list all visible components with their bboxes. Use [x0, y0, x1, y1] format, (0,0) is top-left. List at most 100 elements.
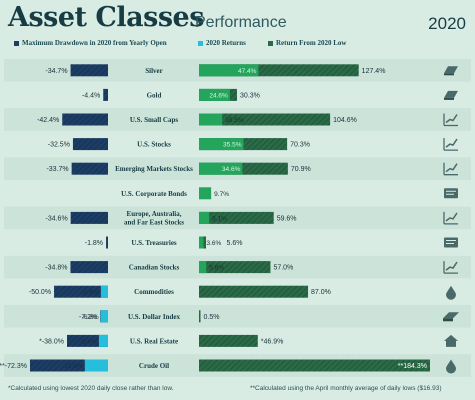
return-2020-bar-u-s-dollar-index	[100, 310, 108, 323]
footnote-right: **Calculated using the April monthly ave…	[250, 385, 442, 392]
legend: Maximum Drawdown in 2020 from Yearly Ope…	[14, 39, 464, 51]
from-low-label-silver: 127.4%	[362, 68, 386, 75]
return-2020-label-crude-oil: -21.5%	[62, 363, 83, 370]
from-low-label-u-s-dollar-index: 0.5%	[204, 314, 220, 321]
drawdown-hatch-silver	[70, 64, 108, 77]
return-2020-bar-u-s-treasuries	[199, 236, 204, 249]
from-low-hatch-commodities	[199, 285, 309, 298]
category-label-emerging-markets-stocks: Emerging Markets Stocks	[115, 165, 193, 173]
drawdown-hatch-u-s-treasuries	[106, 236, 108, 249]
from-low-label-u-s-small-caps: 104.6%	[333, 117, 357, 124]
category-label-u-s-small-caps: U.S. Small Caps	[130, 116, 179, 124]
legend-swatch-2020-returns	[198, 40, 203, 46]
return-2020-label-silver: 47.4%	[238, 68, 257, 75]
cash-stack-icon	[443, 312, 459, 322]
from-low-hatch-canadian-stocks	[199, 261, 271, 274]
return-2020-bar-europe-australia-and-far-east-stocks	[199, 211, 210, 224]
gold-bar-icon	[444, 90, 458, 100]
year-label: 2020	[428, 14, 466, 33]
category-label-europe-australia-and-far-east-stocks-line-2: and Far East Stocks	[124, 219, 184, 227]
line-chart-icon	[443, 138, 458, 151]
from-low-label-u-s-stocks: 70.3%	[290, 142, 310, 149]
legend-item-drawdown: Maximum Drawdown in 2020 from Yearly Ope…	[14, 39, 167, 47]
page-title: Asset Classes	[8, 2, 204, 33]
drawdown-label-canadian-stocks: -34.8%	[45, 265, 67, 272]
return-2020-bar-u-s-corporate-bonds	[199, 187, 212, 200]
row-band-u-s-dollar-index	[4, 305, 471, 328]
return-2020-bar-u-s-small-caps	[199, 113, 223, 126]
return-2020-label-europe-australia-and-far-east-stocks: 8.1%	[212, 215, 227, 222]
from-low-label-crude-oil: **184.3%	[398, 363, 427, 370]
footnote-left: *Calculated using lowest 2020 daily clos…	[8, 385, 174, 392]
drawdown-hatch-canadian-stocks	[70, 261, 108, 274]
category-label-silver: Silver	[145, 67, 163, 75]
from-low-hatch-europe-australia-and-far-east-stocks	[199, 211, 274, 224]
category-label-commodities: Commodities	[134, 288, 174, 296]
drawdown-hatch-u-s-small-caps	[62, 113, 108, 126]
bond-certificate-icon	[444, 237, 458, 248]
category-label-canadian-stocks: Canadian Stocks	[129, 264, 180, 272]
category-label-gold: Gold	[147, 91, 162, 99]
return-2020-label-u-s-corporate-bonds: 9.7%	[214, 191, 229, 198]
drawdown-hatch-u-s-real-estate	[67, 334, 108, 347]
drawdown-label-emerging-markets-stocks: -33.7%	[46, 166, 68, 173]
return-2020-bar-gold	[199, 88, 230, 101]
header: Asset Classes Performance 2020	[8, 2, 468, 36]
legend-label-drawdown: Maximum Drawdown in 2020 from Yearly Ope…	[22, 39, 167, 47]
page-subtitle: Performance	[195, 14, 287, 31]
return-2020-label-u-s-small-caps: 18.5%	[225, 117, 244, 124]
return-2020-bar-u-s-real-estate	[98, 334, 108, 347]
line-chart-icon	[443, 211, 458, 225]
line-chart-icon	[443, 261, 458, 274]
from-low-label-europe-australia-and-far-east-stocks: 59.6%	[277, 215, 297, 222]
return-2020-bar-emerging-markets-stocks	[199, 162, 243, 175]
return-2020-label-u-s-treasuries: 3.6%	[207, 240, 222, 247]
oil-drop-icon	[446, 285, 456, 300]
drawdown-label-u-s-treasuries: -1.8%	[85, 240, 103, 247]
category-label-u-s-dollar-index: U.S. Dollar Index	[128, 313, 180, 321]
drawdown-label-crude-oil: **-72.3%	[0, 363, 27, 370]
from-low-hatch-u-s-dollar-index	[199, 310, 201, 323]
return-2020-bar-silver	[199, 64, 259, 77]
house-icon	[444, 334, 458, 347]
line-chart-icon	[443, 113, 458, 127]
category-label-europe-australia-and-far-east-stocks-line-1: Europe, Australia,	[127, 210, 182, 218]
drawdown-hatch-emerging-markets-stocks	[71, 162, 108, 175]
line-chart-icon	[443, 162, 458, 176]
return-2020-label-u-s-dollar-index: -6.8%	[82, 314, 99, 321]
return-2020-label-canadian-stocks: 5.8%	[209, 265, 224, 272]
from-low-hatch-u-s-small-caps	[199, 113, 331, 126]
category-label-u-s-real-estate: U.S. Real Estate	[130, 337, 178, 345]
oil-drop-icon	[446, 359, 456, 374]
return-2020-label-commodities: -6.6%	[82, 289, 99, 296]
drawdown-hatch-commodities	[54, 285, 108, 298]
from-low-hatch-crude-oil	[199, 359, 430, 372]
bond-certificate-icon	[444, 188, 458, 199]
category-label-u-s-corporate-bonds: U.S. Corporate Bonds	[121, 190, 187, 198]
legend-item-2020-returns: 2020 Returns	[198, 39, 246, 47]
from-low-label-emerging-markets-stocks: 70.9%	[291, 166, 311, 173]
return-2020-label-u-s-real-estate: -8.4%	[80, 338, 97, 345]
from-low-hatch-u-s-real-estate	[199, 334, 258, 347]
from-low-label-gold: 30.3%	[240, 92, 260, 99]
return-2020-label-emerging-markets-stocks: 34.6%	[222, 166, 241, 173]
legend-swatch-drawdown	[14, 40, 19, 46]
return-2020-label-gold: 24.6%	[209, 92, 228, 99]
category-label-u-s-treasuries: U.S. Treasuries	[131, 239, 177, 247]
from-low-label-commodities: 87.0%	[311, 289, 331, 296]
silver-bar-icon	[444, 66, 458, 76]
drawdown-label-europe-australia-and-far-east-stocks: -34.6%	[45, 215, 67, 222]
return-2020-bar-canadian-stocks	[199, 261, 207, 274]
return-2020-bar-crude-oil	[84, 359, 108, 372]
legend-swatch-from-low	[268, 40, 273, 46]
return-2020-bar-commodities	[100, 285, 108, 298]
drawdown-label-gold: -4.4%	[82, 92, 100, 99]
drawdown-label-commodities: -50.0%	[29, 289, 51, 296]
drawdown-hatch-u-s-stocks	[72, 138, 108, 151]
category-label-crude-oil: Crude Oil	[139, 362, 169, 370]
drawdown-label-u-s-dollar-index: -7.2%	[79, 314, 97, 321]
drawdown-label-u-s-real-estate: *-38.0%	[39, 338, 64, 345]
drawdown-hatch-gold	[103, 88, 108, 101]
from-low-label-canadian-stocks: 57.0%	[273, 265, 293, 272]
